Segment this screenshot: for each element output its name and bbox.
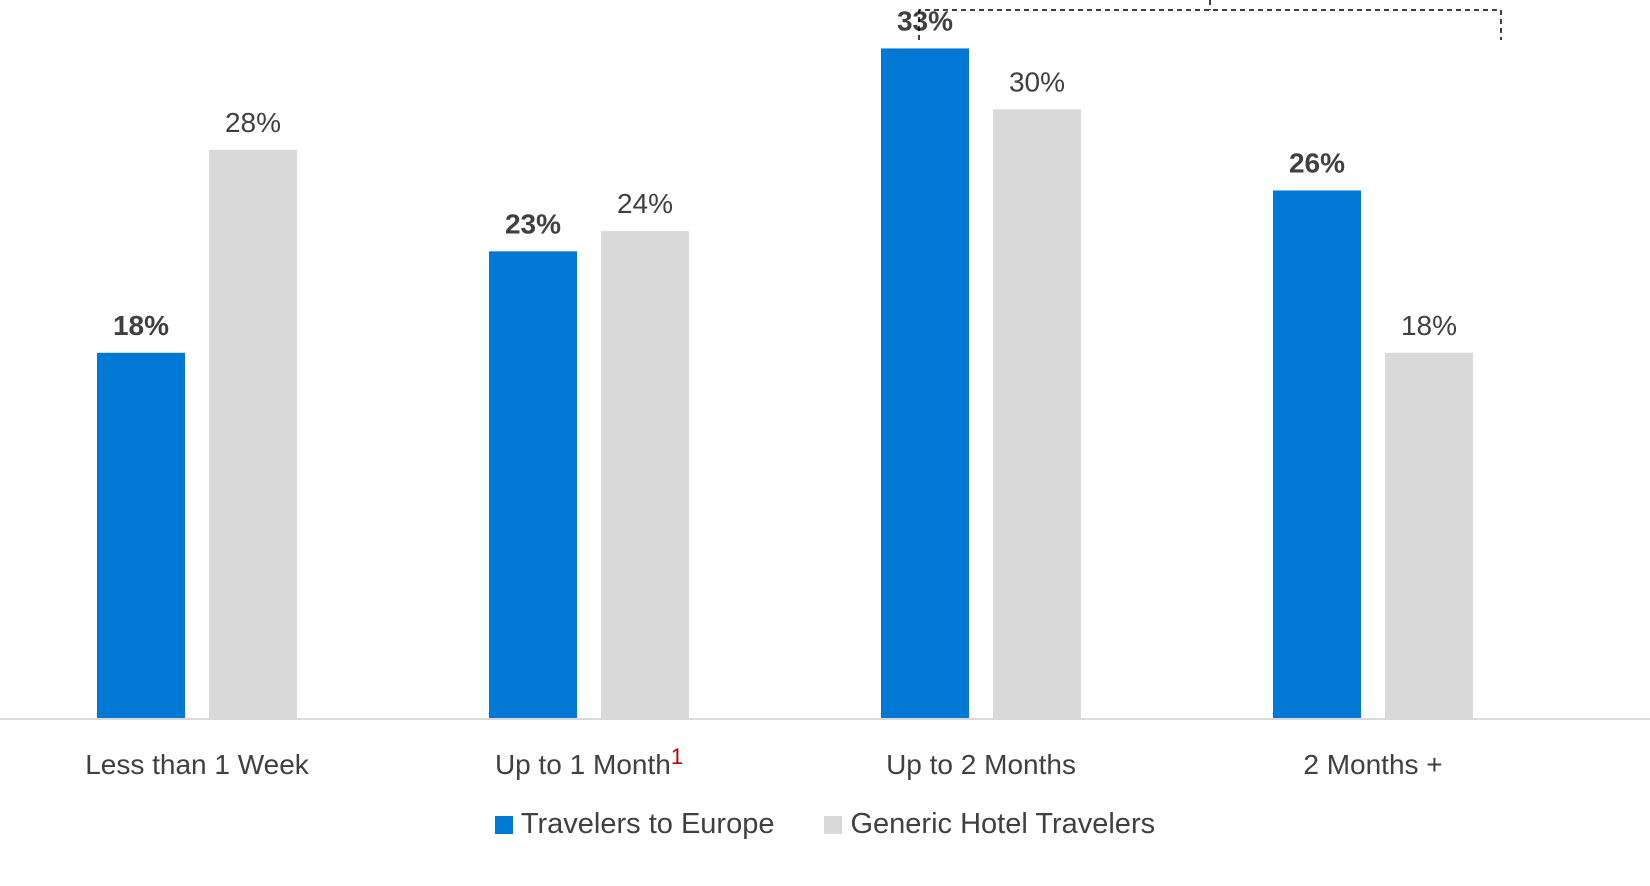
data-label: 30% — [1009, 66, 1065, 97]
bar-generic-hotel-travelers — [993, 109, 1081, 719]
legend-item-travelers-to-europe: Travelers to Europe — [494, 808, 775, 841]
bar-travelers-to-europe — [881, 48, 969, 718]
legend-swatch-blue — [494, 815, 513, 834]
bar-generic-hotel-travelers — [1385, 352, 1473, 718]
legend-label: Generic Hotel Travelers — [850, 808, 1156, 840]
bar-travelers-to-europe — [1273, 190, 1361, 719]
data-label: 24% — [617, 188, 673, 219]
category-label: Less than 1 Week — [85, 749, 310, 780]
category-label: Up to 2 Months — [886, 749, 1076, 780]
bar-travelers-to-europe — [97, 352, 185, 718]
data-label: 23% — [505, 208, 561, 239]
legend-swatch-gray — [824, 815, 843, 834]
legend: Travelers to Europe Generic Hotel Travel… — [0, 808, 1650, 841]
bar-generic-hotel-travelers — [601, 231, 689, 719]
bracket — [918, 9, 1502, 40]
bar-travelers-to-europe — [489, 251, 577, 719]
bar-generic-hotel-travelers — [209, 149, 297, 719]
data-label: 28% — [225, 107, 281, 138]
category-label: 2 Months + — [1303, 749, 1442, 780]
data-label: 26% — [1289, 147, 1345, 178]
legend-item-generic-hotel-travelers: Generic Hotel Travelers — [824, 808, 1155, 841]
data-label: 18% — [1401, 310, 1457, 341]
category-label: Up to 1 Month1 — [495, 744, 683, 780]
footnote-marker: 1 — [671, 744, 683, 769]
data-label: 18% — [113, 310, 169, 341]
legend-label: Travelers to Europe — [520, 808, 775, 840]
